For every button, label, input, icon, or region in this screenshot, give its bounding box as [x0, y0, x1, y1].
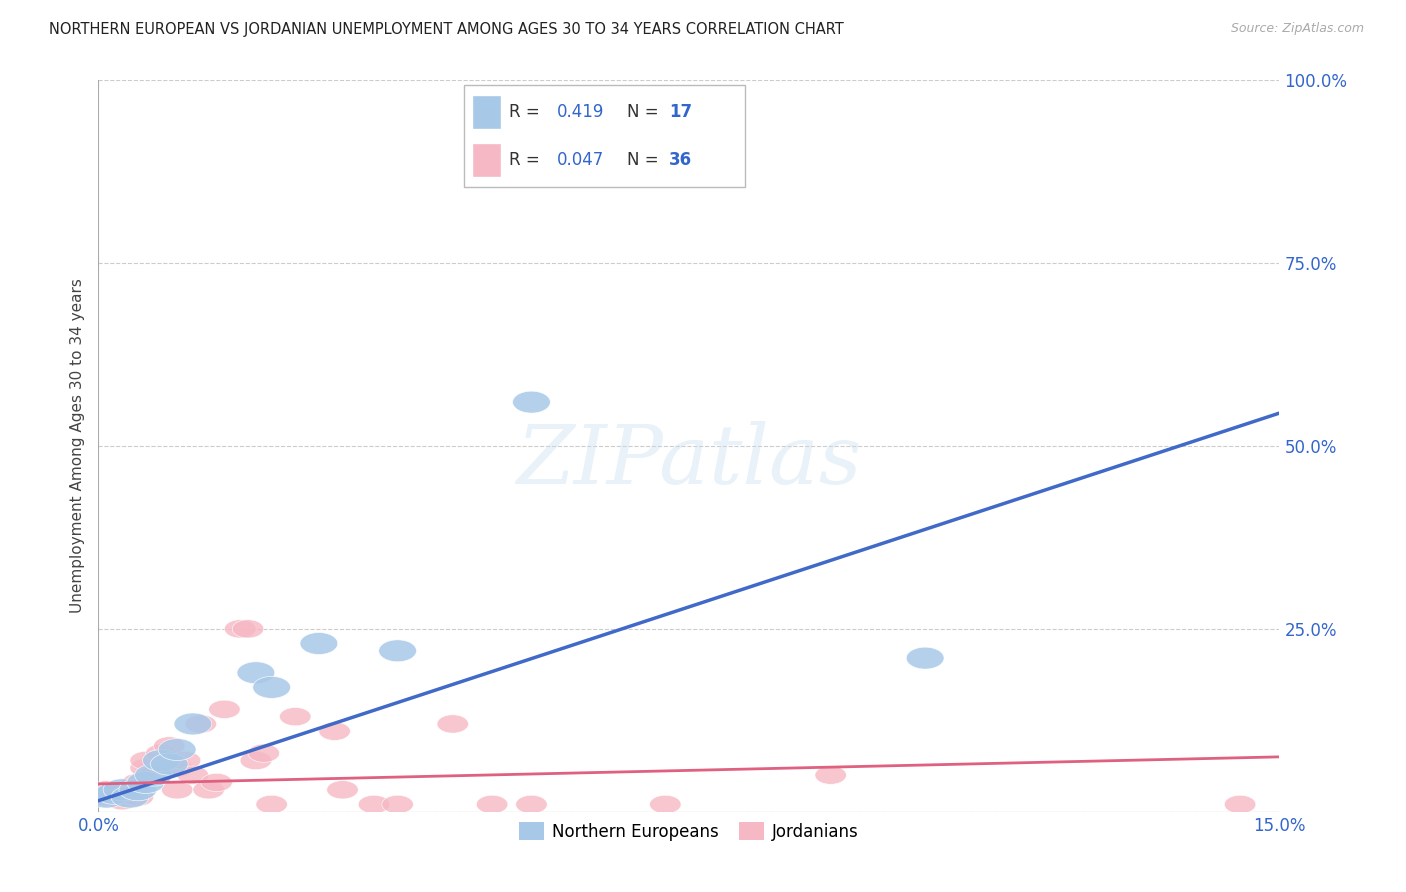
- Ellipse shape: [138, 766, 169, 784]
- Ellipse shape: [382, 796, 413, 814]
- Legend: Northern Europeans, Jordanians: Northern Europeans, Jordanians: [512, 816, 866, 847]
- Ellipse shape: [1225, 796, 1256, 814]
- Ellipse shape: [146, 744, 177, 763]
- Text: ZIPatlas: ZIPatlas: [516, 421, 862, 500]
- Ellipse shape: [142, 749, 180, 772]
- FancyBboxPatch shape: [472, 144, 501, 177]
- Ellipse shape: [319, 723, 350, 740]
- Ellipse shape: [650, 796, 681, 814]
- Ellipse shape: [111, 786, 149, 808]
- Ellipse shape: [174, 713, 212, 735]
- Ellipse shape: [169, 751, 201, 770]
- Ellipse shape: [120, 779, 156, 801]
- Ellipse shape: [208, 700, 240, 718]
- Text: N =: N =: [627, 151, 664, 169]
- Y-axis label: Unemployment Among Ages 30 to 34 years: Unemployment Among Ages 30 to 34 years: [69, 278, 84, 614]
- Ellipse shape: [253, 676, 291, 698]
- Ellipse shape: [150, 753, 188, 775]
- Text: NORTHERN EUROPEAN VS JORDANIAN UNEMPLOYMENT AMONG AGES 30 TO 34 YEARS CORRELATIO: NORTHERN EUROPEAN VS JORDANIAN UNEMPLOYM…: [49, 22, 844, 37]
- Ellipse shape: [122, 788, 153, 806]
- Text: 0.047: 0.047: [557, 151, 605, 169]
- FancyBboxPatch shape: [472, 95, 501, 128]
- Ellipse shape: [162, 759, 193, 777]
- Ellipse shape: [232, 620, 264, 638]
- Ellipse shape: [378, 640, 416, 662]
- Ellipse shape: [107, 791, 138, 810]
- Ellipse shape: [280, 707, 311, 726]
- Ellipse shape: [153, 737, 186, 755]
- Ellipse shape: [815, 766, 846, 784]
- Ellipse shape: [87, 786, 125, 808]
- Text: N =: N =: [627, 103, 664, 121]
- Ellipse shape: [240, 751, 271, 770]
- Ellipse shape: [127, 772, 165, 794]
- Ellipse shape: [159, 739, 195, 761]
- Ellipse shape: [162, 780, 193, 799]
- Ellipse shape: [90, 788, 122, 806]
- FancyBboxPatch shape: [464, 85, 745, 187]
- Ellipse shape: [186, 714, 217, 733]
- Ellipse shape: [513, 391, 550, 413]
- Ellipse shape: [201, 773, 232, 791]
- Ellipse shape: [193, 780, 225, 799]
- Ellipse shape: [437, 714, 468, 733]
- Ellipse shape: [177, 766, 208, 784]
- Ellipse shape: [96, 782, 134, 805]
- Ellipse shape: [129, 751, 162, 770]
- Ellipse shape: [129, 759, 162, 777]
- Ellipse shape: [225, 620, 256, 638]
- Ellipse shape: [90, 780, 122, 799]
- Ellipse shape: [516, 796, 547, 814]
- Ellipse shape: [135, 764, 173, 786]
- Text: 0.419: 0.419: [557, 103, 605, 121]
- Ellipse shape: [122, 773, 153, 791]
- Ellipse shape: [907, 648, 943, 669]
- Ellipse shape: [98, 784, 129, 803]
- Ellipse shape: [477, 796, 508, 814]
- Ellipse shape: [238, 662, 274, 684]
- Text: 36: 36: [669, 151, 692, 169]
- Ellipse shape: [247, 744, 280, 763]
- Text: R =: R =: [509, 103, 546, 121]
- Ellipse shape: [103, 779, 141, 801]
- Text: Source: ZipAtlas.com: Source: ZipAtlas.com: [1230, 22, 1364, 36]
- Ellipse shape: [114, 780, 146, 799]
- Text: R =: R =: [509, 151, 546, 169]
- Ellipse shape: [359, 796, 389, 814]
- Ellipse shape: [299, 632, 337, 655]
- Ellipse shape: [256, 796, 287, 814]
- Ellipse shape: [326, 780, 359, 799]
- Text: 17: 17: [669, 103, 692, 121]
